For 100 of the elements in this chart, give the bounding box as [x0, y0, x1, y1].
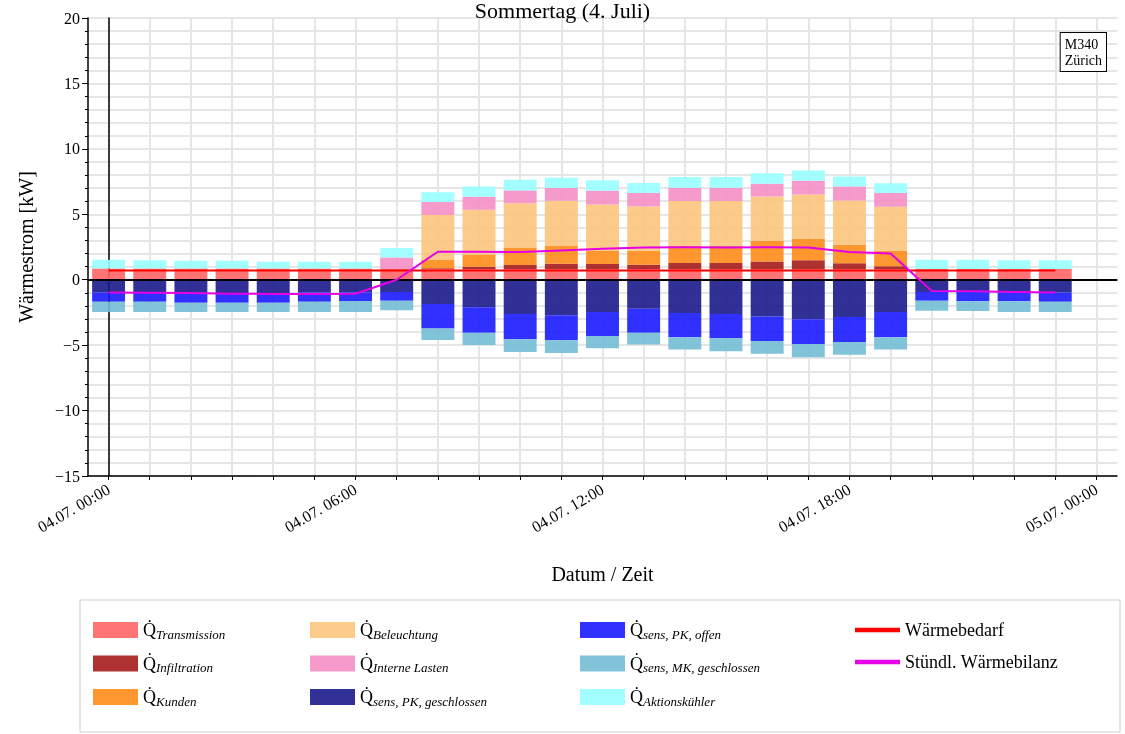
bar	[174, 260, 208, 269]
bar	[297, 301, 331, 313]
y-tick-label: −10	[54, 402, 80, 420]
bar	[1038, 301, 1072, 313]
bar	[627, 264, 661, 270]
bar	[709, 338, 743, 352]
bar	[874, 183, 908, 194]
annotation: M340 Zürich	[1064, 36, 1103, 68]
bar	[256, 279, 290, 294]
bar	[709, 187, 743, 202]
bar	[462, 279, 496, 308]
bar	[833, 279, 866, 318]
bar	[915, 259, 949, 270]
bar	[544, 200, 578, 246]
x-tick-label: 04.07. 18:00	[775, 480, 854, 536]
bar	[833, 186, 866, 201]
bar	[1038, 260, 1072, 270]
bar	[421, 304, 455, 329]
x-tick-label: 05.07. 00:00	[1022, 480, 1101, 536]
bar	[750, 316, 784, 341]
bar	[627, 182, 661, 194]
y-tick-label: −15	[54, 467, 80, 485]
bar	[462, 186, 496, 197]
bar	[997, 260, 1031, 270]
bar	[709, 314, 743, 339]
bar	[380, 248, 414, 258]
bar	[503, 203, 537, 248]
y-axis-title: Wärmestrom [kW]	[15, 171, 37, 323]
bar	[874, 193, 908, 207]
bar	[1038, 292, 1072, 302]
bar	[421, 259, 455, 269]
bar	[750, 183, 784, 197]
bar	[833, 317, 866, 342]
bar	[544, 315, 578, 341]
bar	[627, 206, 661, 251]
bar	[215, 302, 249, 313]
bar	[421, 328, 455, 341]
bar	[791, 180, 825, 195]
bar	[256, 261, 290, 269]
bar	[503, 190, 537, 204]
bar	[833, 176, 866, 187]
bar	[750, 279, 784, 317]
bar	[586, 279, 619, 313]
bar	[421, 192, 455, 203]
y-tick-label: 20	[64, 9, 80, 27]
y-tick-label: 10	[64, 140, 80, 158]
bar	[133, 260, 167, 269]
bar	[503, 179, 537, 191]
bar	[791, 260, 825, 270]
bar	[421, 202, 455, 216]
bar	[709, 201, 743, 246]
bar	[627, 332, 661, 345]
bar	[791, 343, 825, 358]
bar	[833, 263, 866, 270]
bar	[750, 340, 784, 354]
bar	[586, 190, 619, 205]
bar	[92, 301, 126, 313]
bar	[586, 250, 619, 265]
bar	[627, 250, 661, 265]
bar	[915, 292, 949, 301]
bar	[544, 177, 578, 189]
bar	[956, 292, 990, 302]
x-tick-label: 04.07. 12:00	[528, 480, 607, 536]
bar	[174, 302, 208, 313]
x-tick-label: 04.07. 06:00	[281, 480, 360, 536]
bar	[586, 204, 619, 251]
legend-label: Wärmebedarf	[905, 620, 1004, 640]
y-tick-label: −5	[62, 336, 80, 354]
legend-label: Stündl. Wärmebilanz	[905, 652, 1058, 672]
bar	[627, 193, 661, 207]
bar	[750, 196, 784, 241]
bar	[297, 261, 331, 269]
bar	[503, 279, 537, 314]
bar	[586, 335, 619, 349]
bar	[956, 259, 990, 270]
bar	[627, 279, 661, 309]
bar	[215, 260, 249, 269]
bar	[668, 337, 702, 350]
bar	[874, 266, 908, 270]
bar	[586, 264, 619, 270]
bar	[874, 279, 908, 313]
bar	[503, 339, 537, 352]
bar	[421, 215, 455, 260]
bar	[915, 300, 949, 311]
bar	[92, 259, 126, 269]
bar	[544, 340, 578, 353]
bar	[833, 342, 866, 355]
bar	[874, 206, 908, 251]
bar	[668, 312, 702, 338]
bar	[339, 261, 372, 269]
x-axis-title: Datum / Zeit	[551, 563, 655, 585]
bar	[668, 177, 702, 188]
bar	[380, 300, 414, 311]
bar	[709, 263, 743, 270]
bar	[256, 302, 290, 313]
bar	[668, 201, 702, 246]
bar	[668, 187, 702, 202]
bar	[462, 307, 496, 333]
y-tick-label: 5	[72, 205, 80, 223]
bar	[544, 263, 578, 270]
